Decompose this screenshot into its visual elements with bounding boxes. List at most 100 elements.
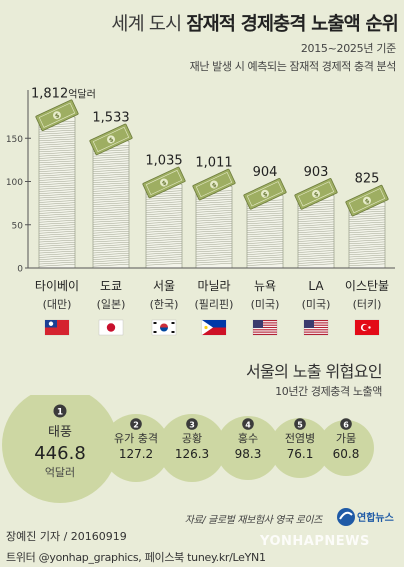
bubble-circle xyxy=(158,414,226,482)
title-main: 잠재적 경제충격 노출액 순위 xyxy=(186,14,398,35)
category-label: 타이베이 xyxy=(35,279,79,293)
bar-3: $1,035 서울 (한국) xyxy=(142,153,186,336)
threat-value: 76.1 xyxy=(287,447,314,461)
money-stack-bar: $ xyxy=(142,166,186,269)
money-bill-icon: $ xyxy=(142,166,186,199)
source-note: 자료/ 글로벌 재보험사 영국 로이즈 xyxy=(184,515,323,526)
bar-value-label: 825 xyxy=(355,172,380,187)
rank-number: 3 xyxy=(189,421,195,430)
city-exposure-bar-chart: 050100150$1,812억달러타이베이(대만)$1,533도쿄(일본)$1… xyxy=(6,86,395,336)
title-prefix: 세계 도시 xyxy=(111,14,182,35)
category-label: 마닐라 xyxy=(197,279,230,293)
threat-value: 126.3 xyxy=(175,447,209,461)
threat-label: 가뭄 xyxy=(336,432,356,445)
y-tick-label: 100 xyxy=(6,178,23,188)
threat-label: 공황 xyxy=(182,432,202,445)
rank-number: 5 xyxy=(297,421,303,430)
money-stack-bar: $ xyxy=(345,184,389,269)
bar-6: $903 LA (미국) xyxy=(294,165,338,336)
threat-bubble-4: 4홍수 98.3 xyxy=(216,416,280,480)
svg-text:$: $ xyxy=(313,191,320,199)
value-unit: 억달러 xyxy=(68,88,96,100)
threat-bubble-2: 2 유가 충격 127.2 xyxy=(102,414,170,482)
svg-text:$: $ xyxy=(262,191,269,199)
bubble-circle xyxy=(2,395,118,503)
bar-5: $904 뉴욕 (미국) xyxy=(243,165,287,336)
rank-number: 6 xyxy=(343,421,349,430)
threat-value: 127.2 xyxy=(119,447,153,461)
bar-value-label: 903 xyxy=(304,165,329,180)
usa-flag xyxy=(252,319,278,336)
bubble-circle xyxy=(216,416,280,480)
bar-value-label: 1,035 xyxy=(145,153,182,168)
money-stack-bar: $ xyxy=(192,168,236,269)
seoul-threats-bubble-chart: 1 태풍 446.8 억달러 2 유가 충격 127.2 3 공황 126.3 4홍수 98.3 5 전염… xyxy=(2,395,374,503)
category-label: LA xyxy=(308,279,324,293)
threat-unit: 억달러 xyxy=(45,466,75,479)
category-label: 서울 xyxy=(153,279,175,293)
svg-text:$: $ xyxy=(108,136,115,144)
rank-badge xyxy=(340,418,352,430)
country-label: (미국) xyxy=(251,298,280,311)
threat-value: 446.8 xyxy=(34,443,86,464)
svg-text:$: $ xyxy=(364,197,371,205)
y-tick-label: 150 xyxy=(6,135,23,145)
threat-label: 전염병 xyxy=(285,432,315,445)
country-label: (필리핀) xyxy=(195,298,234,311)
money-bill-icon: $ xyxy=(35,99,79,132)
seoul-threats-subtitle: 10년간 경제충격 노출액 xyxy=(275,385,382,398)
bar-value-label: 904 xyxy=(253,165,278,180)
yonhap-watermark: YONHAPNEWS xyxy=(260,534,370,549)
rank-badge xyxy=(186,418,198,430)
chart-subtitle: 재난 발생 시 예측되는 잠재적 경제적 충격 분석 xyxy=(189,60,397,73)
category-label: 이스탄불 xyxy=(345,279,389,293)
bar-7: $825 이스탄불 (터키) xyxy=(345,172,389,336)
rank-badge xyxy=(294,418,306,430)
threat-value: 98.3 xyxy=(235,447,262,461)
usa-flag xyxy=(303,319,329,336)
category-label: 뉴욕 xyxy=(254,279,276,293)
rank-number: 2 xyxy=(133,421,139,430)
threat-bubble-1: 1 태풍 446.8 억달러 xyxy=(2,395,118,503)
philippines-flag xyxy=(201,319,227,336)
money-stack-bar: $ xyxy=(294,178,338,269)
threat-label: 유가 충격 xyxy=(114,432,158,445)
money-bill-icon: $ xyxy=(89,123,133,156)
svg-text:$: $ xyxy=(211,181,218,189)
money-bill-icon: $ xyxy=(243,178,287,210)
bar-value-label: 1,812억달러 xyxy=(31,86,96,101)
threat-bubble-3: 3 공황 126.3 xyxy=(158,414,226,482)
threat-bubble-6: 6 가뭄 60.8 xyxy=(318,418,374,476)
rank-number: 4 xyxy=(245,421,251,430)
bubble-circle xyxy=(102,414,170,482)
footer-author: 장예진 기자 / 20160919 xyxy=(6,530,127,543)
money-bill-icon: $ xyxy=(192,168,236,201)
country-label: (일본) xyxy=(97,297,126,311)
threat-label: 홍수 xyxy=(238,431,258,445)
threat-bubble-5: 5 전염병 76.1 xyxy=(270,418,330,478)
money-stack-bar: $ xyxy=(243,178,287,269)
bar-value-label: 1,011 xyxy=(195,156,232,171)
country-label: (한국) xyxy=(150,298,179,311)
page-title: 세계 도시 잠재적 경제충격 노출액 순위 xyxy=(0,10,398,36)
rank-badge xyxy=(53,404,67,418)
svg-text:연합뉴스: 연합뉴스 xyxy=(357,511,394,524)
y-tick-label: 50 xyxy=(12,221,24,231)
threat-value: 60.8 xyxy=(333,447,360,461)
turkey-flag xyxy=(354,319,380,336)
y-tick-label: 0 xyxy=(17,265,23,275)
japan-flag xyxy=(98,319,124,336)
bubble-circle xyxy=(318,420,374,476)
rank-number: 1 xyxy=(57,408,63,418)
rank-badge xyxy=(242,418,254,430)
country-label: (대만) xyxy=(43,298,72,311)
threat-label: 태풍 xyxy=(48,425,72,440)
bar-4: $1,011 마닐라 (필리핀) xyxy=(192,156,236,336)
category-label: 도쿄 xyxy=(100,279,122,293)
money-stack-bar: $ xyxy=(35,99,79,269)
svg-text:$: $ xyxy=(54,112,61,120)
money-bill-icon: $ xyxy=(294,178,338,210)
bar-2: $1,533 도쿄 (일본) xyxy=(89,110,133,336)
seoul-threats-title: 서울의 노출 위협요인 xyxy=(245,362,383,381)
